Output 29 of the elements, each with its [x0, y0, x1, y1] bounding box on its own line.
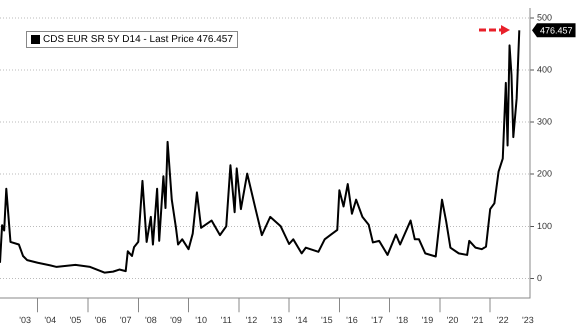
x-tick-label: '20 [446, 315, 458, 326]
x-tick-label: '04 [44, 315, 56, 326]
x-tick-label: '15 [320, 315, 333, 326]
x-tick-label: '21 [472, 315, 484, 326]
x-tick-label: '09 [170, 315, 182, 326]
y-tick-label: 200 [537, 168, 552, 179]
x-tick-label: '03 [19, 315, 32, 326]
x-tick-label: '05 [70, 315, 82, 326]
y-tick-label: 400 [537, 64, 552, 74]
legend-label: CDS EUR SR 5Y D14 - Last Price 476.457 [43, 34, 233, 45]
x-tick-label: '14 [296, 315, 308, 326]
x-tick-label: '10 [195, 315, 207, 326]
x-tick-label: '18 [396, 315, 408, 326]
x-tick-label: '11 [220, 315, 232, 326]
x-tick-label: '22 [496, 315, 509, 326]
y-tick-label: 100 [537, 220, 552, 231]
y-tick-label: 500 [537, 12, 552, 22]
x-tick-label: '06 [94, 315, 106, 326]
x-tick-label: '23 [522, 315, 534, 326]
x-tick-label: '08 [144, 315, 157, 326]
y-tick-label: 300 [537, 116, 552, 127]
x-tick-label: '13 [270, 315, 282, 326]
x-tick-label: '12 [246, 315, 258, 326]
y-tick-label: 0 [537, 272, 542, 283]
x-tick-label: '07 [120, 315, 132, 326]
x-tick-label: '16 [346, 315, 358, 326]
text: 476.457 [540, 25, 573, 36]
x-tick-label: '17 [371, 315, 383, 326]
x-tick-label: '19 [421, 315, 434, 326]
